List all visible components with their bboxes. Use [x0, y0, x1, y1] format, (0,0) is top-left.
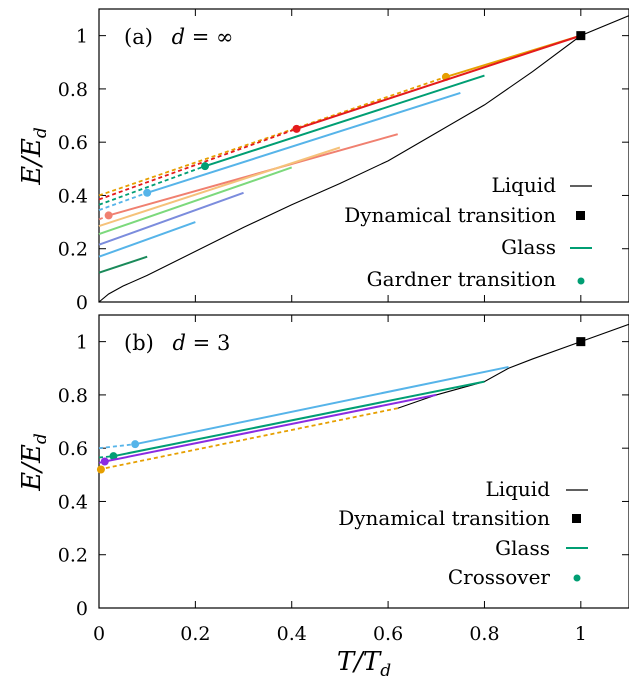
crossover-point: [131, 440, 140, 449]
legend-top-liquid-label: Liquid: [491, 173, 556, 197]
glass-curve-dashed: [98, 76, 447, 197]
panel-b-y-tick-labels: 0 0.2 0.4 0.6 0.8 1: [58, 332, 88, 620]
panel-a-y-tick-labels: 0 0.2 0.4 0.6 0.8 1: [58, 26, 88, 314]
glass-curve-dashed: [98, 407, 398, 471]
gardner-point: [104, 211, 113, 220]
x-tick-label: 0.4: [277, 623, 307, 645]
glass-curve: [113, 380, 485, 458]
y-tick-label: 0.6: [58, 132, 88, 154]
glass-curve: [98, 146, 341, 228]
y-axis-title-top-sub: d: [31, 127, 51, 138]
liquid-curve: [98, 15, 629, 303]
x-tick-label: 0.8: [469, 623, 499, 645]
x-tick-label: 0: [93, 623, 105, 645]
gardner-point: [143, 188, 152, 197]
panel-a-eq: = ∞: [192, 25, 234, 49]
gardner-point: [201, 162, 209, 171]
panel-b-var: d: [173, 331, 186, 355]
panel-a: 0 0.2 0.4 0.6 0.8 1 (a) d = ∞ Liquid Dynamica…: [58, 8, 629, 314]
gardner-point: [292, 124, 301, 133]
legend-bottom-dynamical-square: [572, 514, 581, 523]
crossover-point: [100, 457, 109, 466]
dynamical-transition-marker: [576, 31, 586, 41]
legend-top-gardner-dot: [577, 277, 585, 285]
y-tick-label: 1: [76, 26, 88, 48]
glass-curve: [98, 166, 293, 236]
panel-a-frame: [98, 8, 629, 303]
legend-top-dynamical-square: [576, 211, 585, 220]
legend-bottom-crossover-dot: [573, 574, 581, 582]
x-tick-label: 0.2: [180, 623, 210, 645]
glass-curve-dashed: [98, 165, 206, 206]
glass-curve: [98, 191, 244, 246]
legend-top-dynamical-label: Dynamical transition: [344, 203, 556, 227]
legend-top: Liquid Dynamical transition Glass Gardne…: [344, 173, 592, 291]
glass-curve: [134, 365, 509, 446]
y-tick-label: 0.8: [58, 385, 88, 407]
y-tick-label: 0.4: [58, 491, 88, 513]
y-tick-label: 0.2: [58, 239, 88, 261]
x-tick-label: 0.6: [373, 623, 403, 645]
panel-a-curves: [98, 15, 629, 303]
y-tick-label: 0: [76, 598, 88, 620]
panel-a-label: (a) d = ∞: [124, 25, 234, 49]
panel-b-frame: [98, 314, 629, 609]
dynamical-transition-marker: [576, 337, 586, 347]
y-axis-title-bottom: E/Ed: [17, 433, 51, 492]
legend-top-gardner-label: Gardner transition: [367, 267, 556, 291]
y-tick-label: 0.2: [58, 545, 88, 567]
glass-curve: [296, 34, 582, 130]
glass-curve: [104, 393, 437, 463]
legend-top-glass-label: Glass: [501, 235, 556, 259]
glass-curve: [98, 221, 196, 258]
legend-bottom: Liquid Dynamical transition Glass Crosso…: [338, 477, 588, 589]
panel-b: 0 0.2 0.4 0.6 0.8 1 (b) d = 3 Liquid Dynamica…: [58, 314, 629, 620]
y-tick-label: 0.4: [58, 185, 88, 207]
glass-curve-dashed: [98, 128, 297, 201]
y-axis-title-bottom-sub: d: [31, 433, 51, 444]
legend-bottom-liquid-label: Liquid: [485, 477, 550, 501]
panel-b-curves: [96, 323, 629, 474]
y-tick-label: 0: [76, 292, 88, 314]
glass-curve-dashed: [98, 191, 148, 211]
glass-curve-dashed: [98, 443, 136, 450]
y-tick-label: 0.8: [58, 79, 88, 101]
glass-curve: [204, 74, 485, 168]
y-axis-title-top: E/Ed: [17, 127, 51, 186]
legend-bottom-dynamical-label: Dynamical transition: [338, 506, 550, 530]
panel-b-ticks: [98, 315, 629, 609]
glass-curve: [98, 255, 148, 274]
panel-b-label: (b) d = 3: [124, 331, 230, 355]
x-axis-title-sub: d: [380, 661, 391, 679]
crossover-point: [96, 465, 105, 474]
x-tick-label: 1: [575, 623, 587, 645]
panel-a-ticks: [98, 9, 629, 303]
glass-curve-dashed: [98, 455, 114, 459]
x-axis-title: T/Td: [337, 647, 391, 679]
y-tick-label: 0.6: [58, 438, 88, 460]
panel-b-eq: = 3: [193, 331, 231, 355]
legend-bottom-glass-label: Glass: [495, 536, 550, 560]
panel-a-var: d: [172, 25, 185, 49]
glass-curve: [146, 91, 461, 194]
crossover-point: [109, 452, 118, 461]
x-tick-labels: 0 0.2 0.4 0.6 0.8 1: [93, 623, 587, 645]
y-tick-label: 1: [76, 332, 88, 354]
legend-bottom-crossover-label: Crossover: [448, 565, 551, 589]
